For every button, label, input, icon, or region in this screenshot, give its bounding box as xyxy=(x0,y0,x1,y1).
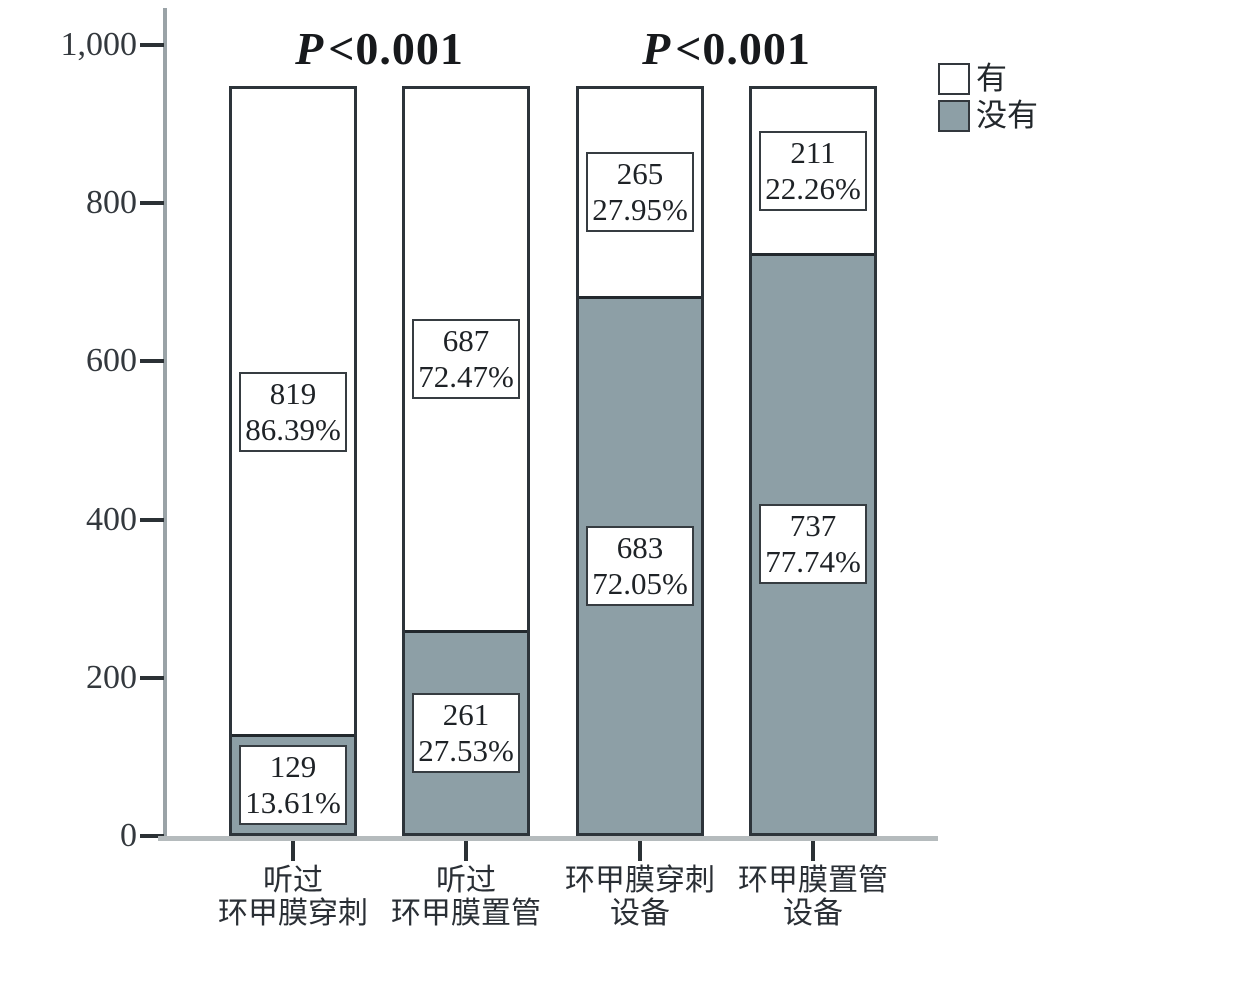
p-symbol: P xyxy=(642,23,672,74)
legend-item-yes: 有 xyxy=(938,60,1038,97)
value-count: 737 xyxy=(789,508,837,544)
value-percent: 27.95% xyxy=(592,192,688,228)
y-tick-label: 800 xyxy=(86,184,137,222)
value-label-box: 819 86.39% xyxy=(239,371,347,452)
x-tick-mark xyxy=(291,841,295,861)
y-tick-label: 1,000 xyxy=(60,26,138,63)
value-count: 129 xyxy=(269,748,317,784)
value-count: 265 xyxy=(616,156,664,192)
category-label-line: 环甲膜穿刺 xyxy=(565,864,715,897)
value-percent: 27.53% xyxy=(418,732,514,768)
value-count: 211 xyxy=(790,135,836,171)
bar-segment-no: 129 13.61% xyxy=(232,733,354,833)
category-label-3: 环甲膜穿刺 设备 xyxy=(565,864,715,930)
value-count: 261 xyxy=(442,696,490,732)
category-label-1: 听过 环甲膜穿刺 xyxy=(218,864,368,930)
value-percent: 22.26% xyxy=(765,171,861,207)
y-tick-label: 600 xyxy=(86,342,137,380)
legend-label-yes: 有 xyxy=(976,61,1007,96)
bar-1: 819 86.39% 129 13.61% xyxy=(229,86,357,836)
y-tick-mark xyxy=(140,834,164,838)
value-count: 819 xyxy=(269,375,317,411)
value-label-box: 687 72.47% xyxy=(412,319,520,400)
y-axis-line xyxy=(163,8,167,839)
value-label-box: 683 72.05% xyxy=(586,525,694,606)
value-label-box: 211 22.26% xyxy=(759,131,867,212)
category-label-line: 听过 xyxy=(436,864,496,897)
bar-segment-no: 737 77.74% xyxy=(752,253,874,833)
category-label-line: 听过 xyxy=(263,864,323,897)
legend-label-no: 没有 xyxy=(976,98,1038,133)
bar-4: 211 22.26% 737 77.74% xyxy=(749,86,877,836)
y-tick-mark xyxy=(140,675,164,680)
value-count: 683 xyxy=(616,529,664,565)
bar-segment-yes: 687 72.47% xyxy=(405,89,527,630)
bar-2: 687 72.47% 261 27.53% xyxy=(402,86,530,836)
value-percent: 77.74% xyxy=(765,544,861,580)
legend: 有 没有 xyxy=(938,60,1038,134)
y-tick-label: 200 xyxy=(86,658,137,696)
value-percent: 13.61% xyxy=(245,784,341,820)
bar-segment-yes: 211 22.26% xyxy=(752,89,874,254)
value-percent: 86.39% xyxy=(245,411,341,447)
value-label-box: 129 13.61% xyxy=(239,744,347,825)
value-label-box: 261 27.53% xyxy=(412,692,520,773)
value-percent: 72.47% xyxy=(418,359,514,395)
x-axis-line xyxy=(158,836,938,841)
category-label-2: 听过 环甲膜置管 xyxy=(391,864,541,930)
y-tick-mark xyxy=(140,201,164,206)
legend-item-no: 没有 xyxy=(938,97,1038,134)
category-label-line: 环甲膜置管 xyxy=(738,864,888,897)
p-value-text: <0.001 xyxy=(675,23,811,74)
value-label-box: 265 27.95% xyxy=(586,152,694,233)
p-value-text: <0.001 xyxy=(328,23,464,74)
bar-segment-no: 683 72.05% xyxy=(579,295,701,833)
value-percent: 72.05% xyxy=(592,565,688,601)
bar-segment-yes: 265 27.95% xyxy=(579,89,701,296)
y-tick-mark xyxy=(140,517,164,522)
bar-3: 265 27.95% 683 72.05% xyxy=(576,86,704,836)
y-tick-mark xyxy=(140,359,164,364)
value-count: 687 xyxy=(442,323,490,359)
x-tick-mark xyxy=(464,841,468,861)
category-label-line: 设备 xyxy=(610,897,670,930)
value-label-box: 737 77.74% xyxy=(759,504,867,585)
p-symbol: P xyxy=(295,23,325,74)
category-label-line: 设备 xyxy=(783,897,843,930)
bar-segment-yes: 819 86.39% xyxy=(232,89,354,734)
y-tick-mark xyxy=(140,43,164,47)
x-tick-mark xyxy=(811,841,815,861)
category-label-line: 环甲膜置管 xyxy=(391,897,541,930)
x-tick-mark xyxy=(638,841,642,861)
legend-swatch-white-icon xyxy=(938,62,970,95)
bar-segment-no: 261 27.53% xyxy=(405,629,527,833)
y-tick-label: 0 xyxy=(120,817,137,854)
category-label-line: 环甲膜穿刺 xyxy=(218,897,368,930)
legend-swatch-gray-icon xyxy=(938,99,970,132)
p-value-annotation-left: P<0.001 xyxy=(295,22,464,75)
category-label-4: 环甲膜置管 设备 xyxy=(738,864,888,930)
y-tick-label: 400 xyxy=(86,500,137,538)
p-value-annotation-right: P<0.001 xyxy=(642,22,811,75)
